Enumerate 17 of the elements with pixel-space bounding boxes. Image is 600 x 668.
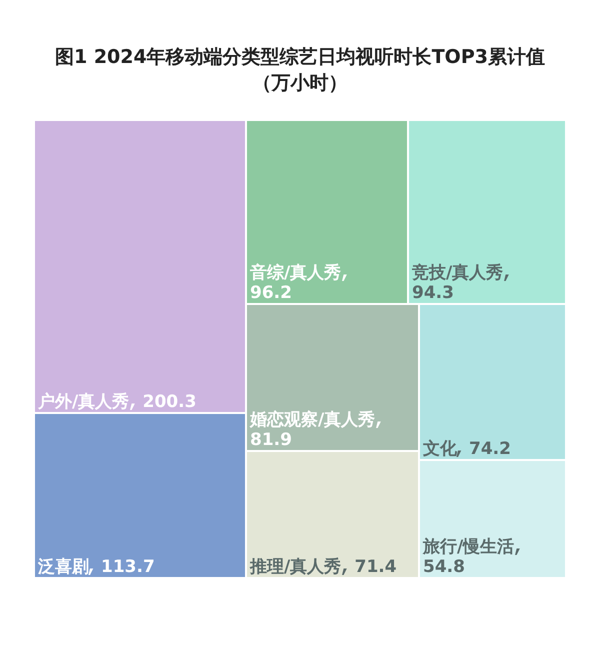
data-label: 71.4 [354, 557, 397, 577]
data-label: 74.2 [469, 439, 511, 459]
data-label: 81.9 [250, 430, 292, 450]
category-label: 户外/真人秀 [37, 392, 130, 412]
text: 图1 2024年移动端分类型综艺日均视听时长TOP3累计值（万小时） [54, 45, 546, 96]
data-label: 54.8 [423, 557, 465, 577]
data-label: 94.3 [412, 283, 454, 303]
category-label: 文化 [422, 439, 458, 459]
data-label: 96.2 [250, 283, 292, 303]
category-label: 泛喜剧 [37, 557, 89, 577]
category-label: 音综/真人秀 [249, 263, 342, 283]
data-label: 200.3 [142, 392, 196, 412]
category-label: 婚恋观察/真人秀 [249, 410, 376, 430]
category-label: 推理/真人秀 [249, 557, 342, 577]
category-label: 竞技/真人秀 [411, 263, 504, 283]
category-label: 旅行/慢生活 [422, 537, 514, 557]
data-label: 113.7 [101, 557, 155, 577]
